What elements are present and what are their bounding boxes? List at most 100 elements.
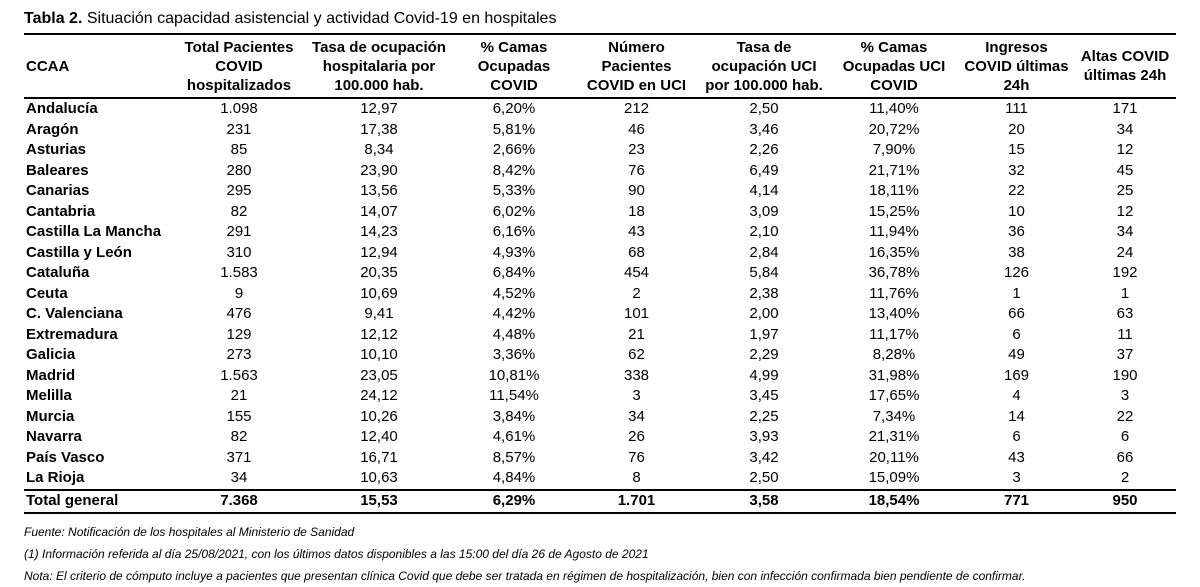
info-note: (1) Información referida al día 25/08/20… [24, 547, 649, 561]
table-cell: 20,11% [869, 448, 919, 466]
table-cell: 101 [623, 305, 650, 323]
table-cell: 3,84% [492, 407, 536, 425]
table-cell: 129 [226, 325, 252, 343]
total-cell: 15,53 [304, 488, 454, 514]
table-row: Galicia 273 10,10 3,36% 62 2,29 8,28% 49 37 [24, 345, 1176, 366]
table-cell: 6 [1120, 428, 1130, 446]
table-cell: 2 [632, 284, 641, 302]
table-cell: 10,10 [360, 346, 398, 364]
table-cell: 21 [230, 387, 248, 405]
table-cell: 11,40% [869, 100, 919, 118]
table-cell: 190 [1112, 366, 1138, 384]
table-cell: 22 [1008, 182, 1025, 200]
table-cell: 9,41 [364, 305, 394, 323]
table-cell: 1 [1012, 284, 1021, 302]
column-header: Ingresos COVID últimas 24h [959, 33, 1074, 99]
table-cell: 2 [1120, 469, 1130, 487]
table-cell: 3,45 [749, 387, 779, 405]
table-cell: 338 [623, 366, 650, 384]
table-cell: 1.563 [220, 366, 258, 384]
table-row: Ceuta 9 10,69 4,52% 2 2,38 11,76% 1 1 [24, 284, 1176, 305]
table-cell: 20 [1008, 120, 1025, 138]
table-cell: 17,38 [360, 120, 398, 138]
table-cell: 3,93 [749, 428, 779, 446]
source-note: Fuente: Notificación de los hospitales a… [24, 525, 355, 539]
table-cell: 2,25 [749, 407, 779, 425]
table-cell: 5,81% [492, 120, 536, 138]
region-name: Andalucía [26, 100, 98, 118]
table-cell: 26 [628, 428, 645, 446]
table-row: Aragón 231 17,38 5,81% 46 3,46 20,72% 20 34 [24, 120, 1176, 141]
table-cell: 3,09 [749, 202, 779, 220]
table-row: Madrid 1.563 23,05 10,81% 338 4,99 31,98% 169 19… [24, 366, 1176, 387]
table-row: Navarra 82 12,40 4,61% 26 3,93 21,31% 6 6 [24, 427, 1176, 448]
table-cell: 66 [1008, 305, 1025, 323]
column-header: CCAA [24, 33, 174, 99]
table-cell: 10,69 [360, 284, 398, 302]
table-cell: 23 [628, 141, 645, 159]
table-row: País Vasco 371 16,71 8,57% 76 3,42 20,11% 43 66 [24, 448, 1176, 469]
table-cell: 23,90 [360, 161, 398, 179]
table-cell: 291 [226, 223, 252, 241]
table-cell: 15 [1008, 141, 1025, 159]
region-name: Melilla [26, 387, 72, 405]
table-cell: 371 [226, 448, 252, 466]
table-cell: 231 [226, 120, 252, 138]
region-name: Asturias [26, 141, 87, 159]
table-cell: 4,48% [492, 325, 536, 343]
table-row: Asturias 85 8,34 2,66% 23 2,26 7,90% 15 12 [24, 140, 1176, 161]
table-cell: 1.583 [220, 264, 258, 282]
table-cell: 10,26 [360, 407, 398, 425]
table-cell: 17,65% [868, 387, 920, 405]
table-cell: 212 [623, 100, 650, 118]
total-cell: 950 [1074, 488, 1176, 514]
table-cell: 37 [1116, 346, 1134, 364]
total-cell: 18,54% [829, 488, 959, 514]
region-name: Galicia [26, 346, 76, 364]
table-cell: 11,76% [869, 284, 919, 302]
table-cell: 14,07 [360, 202, 398, 220]
table-row: Baleares 280 23,90 8,42% 76 6,49 21,71% 32 45 [24, 161, 1176, 182]
total-label: Total general [24, 488, 174, 514]
table-cell: 2,26 [749, 141, 779, 159]
table-cell: 3 [1120, 387, 1130, 405]
criteria-note: Nota: El criterio de cómputo incluye a p… [24, 569, 1026, 583]
table-cell: 85 [230, 141, 248, 159]
table-cell: 4 [1012, 387, 1021, 405]
table-cell: 46 [628, 120, 645, 138]
region-name: Canarias [26, 182, 90, 200]
column-header: Tasa de ocupación UCI por 100.000 hab. [699, 33, 829, 99]
table-cell: 31,98% [868, 366, 920, 384]
table-cell: 7,34% [872, 407, 916, 425]
table-cell: 23,05 [360, 366, 398, 384]
table-cell: 90 [628, 182, 645, 200]
region-name: Cataluña [26, 264, 90, 282]
table-cell: 13,40% [868, 305, 920, 323]
table-cell: 310 [226, 243, 252, 261]
table-cell: 34 [1116, 223, 1134, 241]
table-cell: 2,66% [492, 141, 536, 159]
table-cell: 24,12 [360, 387, 398, 405]
table-cell: 16,71 [360, 448, 398, 466]
region-name: Navarra [26, 428, 82, 446]
table-cell: 82 [230, 428, 248, 446]
table-cell: 111 [1005, 100, 1028, 118]
table-cell: 68 [628, 243, 645, 261]
table-row: Castilla y León 310 12,94 4,93% 68 2,84 16,35%… [24, 243, 1176, 264]
table-title-text: Situación capacidad asistencial y activi… [86, 10, 557, 27]
table-cell: 2,38 [749, 284, 779, 302]
table-row: La Rioja 34 10,63 4,84% 8 2,50 15,09% 3 2 [24, 468, 1176, 490]
table-title: Tabla 2. Situación capacidad asistencial… [24, 9, 556, 29]
region-name: Castilla y León [26, 243, 132, 261]
table-row: Cantabria 82 14,07 6,02% 18 3,09 15,25% 10 12 [24, 202, 1176, 223]
table-cell: 6,84% [492, 264, 536, 282]
table-cell: 43 [1008, 448, 1025, 466]
table-cell: 12,94 [360, 243, 398, 261]
table-row: Canarias 295 13,56 5,33% 90 4,14 18,11% 22 25 [24, 181, 1176, 202]
region-name: Baleares [26, 161, 89, 179]
total-cell: 771 [959, 488, 1074, 514]
region-name: País Vasco [26, 448, 105, 466]
table-cell: 12 [1116, 202, 1134, 220]
table-cell: 8,57% [492, 448, 536, 466]
table-cell: 2,50 [749, 100, 779, 118]
